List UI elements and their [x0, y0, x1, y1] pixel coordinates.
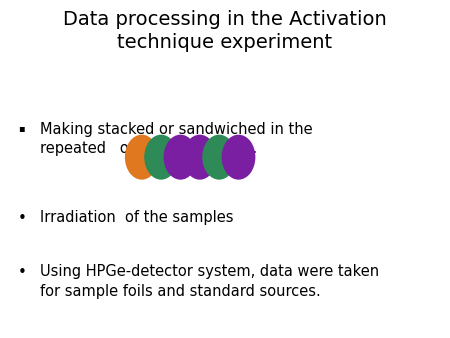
Text: ▪: ▪ [18, 123, 25, 134]
Ellipse shape [144, 135, 178, 180]
Text: Using HPGe-detector system, data were taken
for sample foils and standard source: Using HPGe-detector system, data were ta… [40, 264, 380, 298]
Ellipse shape [202, 135, 236, 180]
Text: •: • [18, 211, 27, 226]
Text: •: • [18, 265, 27, 280]
Ellipse shape [125, 135, 158, 180]
Ellipse shape [183, 135, 217, 180]
Ellipse shape [164, 135, 198, 180]
Ellipse shape [221, 135, 256, 180]
Text: Making stacked or sandwiched in the
repeated   order of  Al-Cu-Mo.: Making stacked or sandwiched in the repe… [40, 122, 313, 156]
Text: Irradiation  of the samples: Irradiation of the samples [40, 210, 234, 225]
Text: Data processing in the Activation
technique experiment: Data processing in the Activation techni… [63, 10, 387, 52]
